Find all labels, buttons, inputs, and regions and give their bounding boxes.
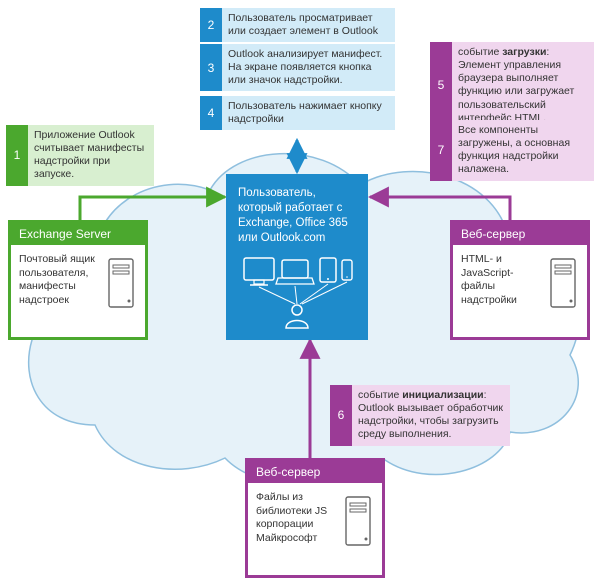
step-3-num: 3 <box>200 44 222 91</box>
web-right-body: HTML- и JavaScript-файлы надстройки <box>461 253 541 308</box>
web-right-title: Веб-сервер <box>453 223 587 245</box>
web-bottom-title: Веб-сервер <box>248 461 382 483</box>
step-7-text: Все компоненты загружены, а основная фун… <box>452 120 594 181</box>
step-6: 6 событие инициализации: Outlook вызывае… <box>330 385 510 446</box>
step-6-text: событие инициализации: Outlook вызывает … <box>352 385 510 446</box>
web-server-bottom-box: Веб-сервер Файлы из библиотеки JS корпор… <box>245 458 385 578</box>
web-bottom-body: Файлы из библиотеки JS корпорации Майкро… <box>256 491 336 546</box>
devices-icon <box>238 254 356 330</box>
center-text: Пользователь, который работает с Exchang… <box>238 186 356 246</box>
web-server-right-box: Веб-сервер HTML- и JavaScript-файлы надс… <box>450 220 590 340</box>
step-4-num: 4 <box>200 96 222 130</box>
step-1-text: Приложение Outlook считывает манифесты н… <box>28 125 154 186</box>
step-6-num: 6 <box>330 385 352 446</box>
step-4: 4 Пользователь нажимает кнопку надстройк… <box>200 96 395 130</box>
center-user-box: Пользователь, который работает с Exchang… <box>226 174 368 340</box>
step-2-text: Пользователь просматривает или создает э… <box>222 8 395 42</box>
exchange-title: Exchange Server <box>11 223 145 245</box>
step-7-num: 7 <box>430 120 452 181</box>
step-3-text: Outlook анализирует манифест. На экране … <box>222 44 395 91</box>
step-5-num: 5 <box>430 42 452 129</box>
server-tower-icon <box>342 491 374 551</box>
step-1: 1 Приложение Outlook считывает манифесты… <box>6 125 154 186</box>
step-5-text: событие загрузки: Элемент управления бра… <box>452 42 594 129</box>
exchange-body: Почтовый ящик пользователя, манифесты на… <box>19 253 99 308</box>
server-tower-icon <box>547 253 579 313</box>
exchange-server-box: Exchange Server Почтовый ящик пользовате… <box>8 220 148 340</box>
step-5: 5 событие загрузки: Элемент управления б… <box>430 42 594 129</box>
step-2: 2 Пользователь просматривает или создает… <box>200 8 395 42</box>
step-2-num: 2 <box>200 8 222 42</box>
server-tower-icon <box>105 253 137 313</box>
step-1-num: 1 <box>6 125 28 186</box>
step-4-text: Пользователь нажимает кнопку надстройки <box>222 96 395 130</box>
step-3: 3 Outlook анализирует манифест. На экран… <box>200 44 395 91</box>
step-7: 7 Все компоненты загружены, а основная ф… <box>430 120 594 181</box>
